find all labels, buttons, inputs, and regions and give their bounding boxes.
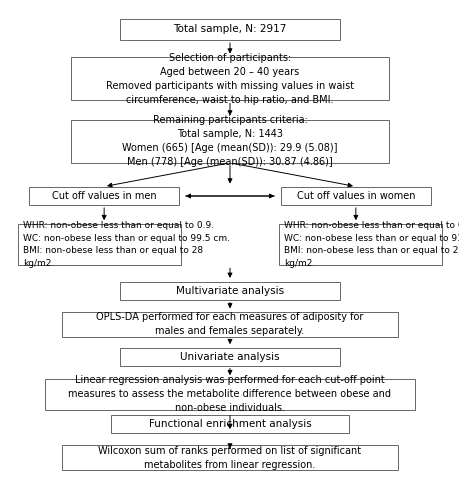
FancyBboxPatch shape [71, 58, 388, 100]
Text: WHR: non-obese less than or equal to 0.9.
WC: non-obese less than or equal to 99: WHR: non-obese less than or equal to 0.9… [23, 222, 230, 268]
FancyBboxPatch shape [29, 187, 179, 205]
Text: OPLS-DA performed for each measures of adiposity for
males and females separatel: OPLS-DA performed for each measures of a… [96, 312, 363, 336]
FancyBboxPatch shape [111, 415, 348, 433]
Text: Wilcoxon sum of ranks performed on list of significant
metabolites from linear r: Wilcoxon sum of ranks performed on list … [98, 446, 361, 470]
Text: Multivariate analysis: Multivariate analysis [175, 286, 284, 296]
FancyBboxPatch shape [280, 187, 430, 205]
Text: Remaining participants criteria:
Total sample, N: 1443
Women (665) [Age (mean(SD: Remaining participants criteria: Total s… [122, 116, 337, 168]
Text: WHR: non-obese less than or equal to 0.88.
WC: non-obese less than or equal to 9: WHR: non-obese less than or equal to 0.8… [283, 222, 459, 268]
Text: Linear regression analysis was performed for each cut-off point
measures to asse: Linear regression analysis was performed… [68, 376, 391, 414]
FancyBboxPatch shape [62, 446, 397, 470]
FancyBboxPatch shape [62, 312, 397, 337]
FancyBboxPatch shape [18, 224, 181, 265]
Text: Univariate analysis: Univariate analysis [180, 352, 279, 362]
FancyBboxPatch shape [71, 120, 388, 163]
Text: Cut off values in women: Cut off values in women [296, 191, 414, 201]
Text: Cut off values in men: Cut off values in men [52, 191, 156, 201]
FancyBboxPatch shape [119, 348, 340, 366]
FancyBboxPatch shape [119, 18, 340, 40]
FancyBboxPatch shape [278, 224, 441, 265]
Text: Functional enrichment analysis: Functional enrichment analysis [148, 419, 311, 429]
FancyBboxPatch shape [45, 379, 414, 410]
Text: Selection of participants:
Aged between 20 – 40 years
Removed participants with : Selection of participants: Aged between … [106, 53, 353, 105]
FancyBboxPatch shape [119, 282, 340, 300]
Text: Total sample, N: 2917: Total sample, N: 2917 [173, 24, 286, 34]
